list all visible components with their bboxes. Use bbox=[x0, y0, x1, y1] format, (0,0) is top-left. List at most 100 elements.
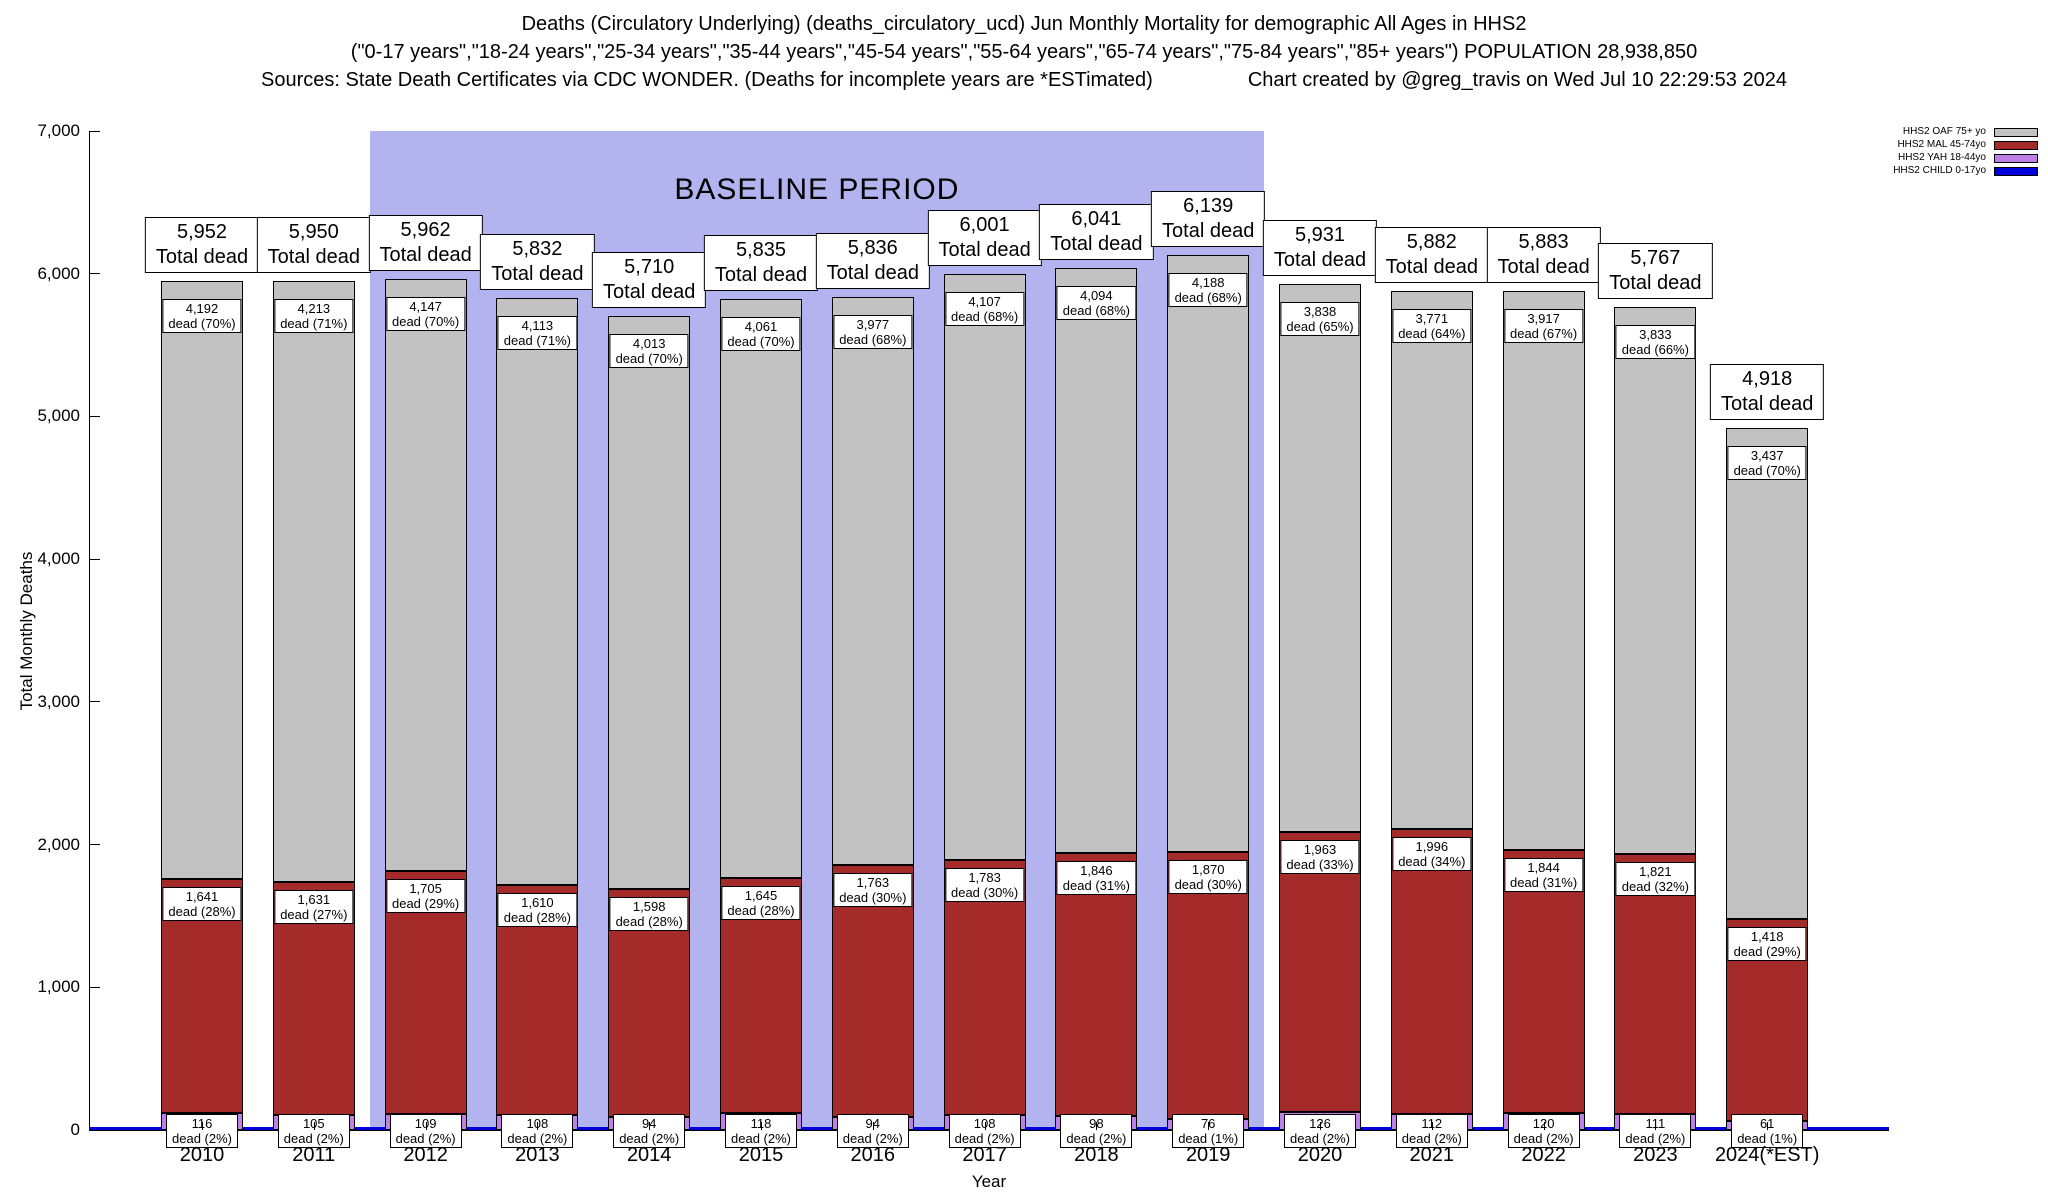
y-tick-mark bbox=[90, 844, 100, 846]
yah-segment-value: 94 bbox=[619, 1116, 679, 1131]
yah-segment-pct: dead (2%) bbox=[1290, 1131, 1350, 1146]
mal-segment-label: 1,844 dead (31%) bbox=[1503, 857, 1584, 892]
yah-segment-pct: dead (2%) bbox=[395, 1131, 456, 1146]
oaf-segment-value: 4,094 bbox=[1080, 288, 1113, 304]
x-axis-year-label: 2021 bbox=[1409, 1144, 1455, 1166]
mal-segment-value: 1,846 bbox=[1080, 862, 1113, 878]
x-axis-year-label: 2014 bbox=[626, 1144, 672, 1166]
bar-segment-oaf-75plus bbox=[1502, 290, 1585, 850]
total-dead-caption: Total dead bbox=[1721, 393, 1814, 416]
oaf-segment-label: 3,833 dead (66%) bbox=[1615, 325, 1695, 360]
yah-segment-label: 120dead (2%) bbox=[1507, 1114, 1580, 1148]
x-axis-year-label: 2011 bbox=[292, 1144, 336, 1166]
x-axis-year-label: 2015 bbox=[738, 1144, 784, 1166]
plot-area: BASELINE PERIOD 0 1,000 2,000 3,000 4,000 5,0… bbox=[37, 121, 1889, 1166]
oaf-segment-value: 4,013 bbox=[632, 335, 666, 351]
oaf-segment-pct: dead (68%) bbox=[950, 308, 1019, 324]
legend-item: HHS2 OAF 75+ yo bbox=[1893, 126, 2038, 138]
mal-segment-value: 1,763 bbox=[856, 874, 890, 890]
total-dead-caption: Total dead bbox=[603, 280, 696, 303]
mal-segment-pct: dead (28%) bbox=[503, 909, 571, 925]
mal-segment-pct: dead (30%) bbox=[839, 889, 907, 905]
total-dead-value: 5,883 bbox=[1518, 230, 1569, 253]
mal-segment-label: 1,645 dead (28%) bbox=[721, 886, 801, 921]
total-dead-label: 6,041 Total dead bbox=[1039, 204, 1154, 261]
yah-segment-value: 94 bbox=[843, 1116, 903, 1131]
y-tick-label: 1,000 bbox=[37, 977, 80, 997]
oaf-segment-pct: dead (71%) bbox=[503, 332, 571, 348]
yah-segment-pct: dead (2%) bbox=[619, 1131, 680, 1146]
x-axis-year-label: 2013 bbox=[515, 1144, 560, 1166]
oaf-segment-label: 4,013 dead (70%) bbox=[609, 333, 689, 368]
mal-segment-value: 1,641 bbox=[185, 889, 219, 905]
total-dead-value: 5,950 bbox=[288, 220, 339, 243]
oaf-segment-value: 4,107 bbox=[968, 293, 1001, 309]
oaf-segment-label: 4,192 dead (70%) bbox=[162, 298, 242, 333]
total-dead-value: 5,710 bbox=[624, 255, 675, 278]
mal-segment-pct: dead (29%) bbox=[391, 896, 460, 912]
y-tick-mark bbox=[90, 130, 100, 132]
x-tick-mark bbox=[537, 1122, 539, 1130]
oaf-segment-value: 3,833 bbox=[1639, 327, 1672, 343]
mal-segment-label: 1,783 dead (30%) bbox=[944, 868, 1025, 903]
x-axis-year-label: 2016 bbox=[850, 1144, 896, 1166]
oaf-segment-pct: dead (71%) bbox=[280, 315, 348, 331]
legend-label: HHS2 YAH 18-44yo bbox=[1897, 152, 1986, 163]
x-axis-year-label: 2023 bbox=[1633, 1144, 1678, 1166]
chart-credit-note: Chart created by @greg_travis on Wed Jul… bbox=[1247, 69, 1787, 91]
legend: HHS2 OAF 75+ yo HHS2 MAL 45-74yo HHS2 YAH … bbox=[1893, 126, 2038, 177]
x-axis-year-label: 2010 bbox=[179, 1144, 225, 1166]
yah-legend-swatch bbox=[1994, 153, 2038, 163]
mal-segment-value: 1,783 bbox=[968, 870, 1001, 886]
mal-segment-pct: dead (31%) bbox=[1509, 874, 1578, 890]
x-axis-year-label: 2020 bbox=[1297, 1144, 1343, 1166]
total-dead-label: 5,767 Total dead bbox=[1598, 243, 1713, 300]
chart-title-line2: ("0-17 years","18-24 years","25-34 years… bbox=[350, 41, 1698, 63]
oaf-segment-value: 4,061 bbox=[744, 318, 778, 334]
mal-segment-label: 1,610 dead (28%) bbox=[497, 892, 577, 927]
y-tick-mark bbox=[90, 701, 100, 703]
y-axis-title: Total Monthly Deaths bbox=[17, 551, 36, 711]
total-dead-value: 5,882 bbox=[1406, 230, 1457, 253]
yah-segment-pct: dead (1%) bbox=[1737, 1131, 1798, 1146]
x-axis-title: Year bbox=[971, 1172, 1007, 1191]
x-tick-mark bbox=[1543, 1122, 1545, 1130]
x-tick-mark bbox=[202, 1122, 203, 1130]
x-tick-mark bbox=[425, 1122, 427, 1130]
yah-segment-pct: dead (2%) bbox=[1513, 1131, 1574, 1146]
bar-segment-oaf-75plus bbox=[943, 273, 1026, 861]
yah-segment-pct: dead (1%) bbox=[1178, 1131, 1239, 1146]
mal-segment-label: 1,870 dead (30%) bbox=[1168, 860, 1248, 895]
mal-legend-swatch bbox=[1994, 140, 2038, 150]
bar-segment-oaf-75plus bbox=[1726, 428, 1809, 919]
legend-label: HHS2 CHILD 0-17yo bbox=[1893, 165, 1986, 176]
bar-segment-mal-45-74 bbox=[1167, 852, 1250, 1120]
oaf-segment-label: 4,094 dead (68%) bbox=[1056, 286, 1136, 321]
oaf-segment-label: 4,107 dead (68%) bbox=[944, 291, 1025, 326]
bar-segment-oaf-75plus bbox=[384, 279, 467, 872]
bar-segment-oaf-75plus bbox=[720, 298, 802, 879]
bar-segment-mal-45-74 bbox=[1055, 852, 1138, 1116]
oaf-segment-pct: dead (68%) bbox=[839, 332, 907, 348]
yah-segment-pct: dead (2%) bbox=[1625, 1131, 1686, 1146]
oaf-segment-pct: dead (67%) bbox=[1509, 325, 1578, 341]
legend-item: HHS2 YAH 18-44yo bbox=[1893, 152, 2038, 164]
total-dead-value: 6,041 bbox=[1071, 208, 1122, 231]
mal-segment-label: 1,763 dead (30%) bbox=[833, 872, 913, 907]
oaf-segment-value: 3,838 bbox=[1303, 304, 1337, 320]
total-dead-label: 5,832 Total dead bbox=[480, 233, 595, 290]
yah-segment-value: 98 bbox=[1066, 1116, 1126, 1131]
total-dead-label: 4,918 Total dead bbox=[1710, 364, 1825, 421]
chart-sources-note: Sources: State Death Certificates via CD… bbox=[261, 69, 1153, 91]
x-tick-mark bbox=[1655, 1122, 1657, 1130]
legend-label: HHS2 OAF 75+ yo bbox=[1902, 126, 1986, 137]
mal-segment-value: 1,844 bbox=[1527, 859, 1560, 875]
total-dead-caption: Total dead bbox=[1162, 219, 1255, 242]
x-tick-mark bbox=[984, 1122, 986, 1130]
total-dead-value: 5,952 bbox=[176, 220, 228, 243]
bar-segment-oaf-75plus bbox=[1055, 268, 1138, 853]
mal-segment-pct: dead (34%) bbox=[1398, 854, 1466, 870]
total-dead-caption: Total dead bbox=[267, 245, 360, 268]
mal-segment-pct: dead (28%) bbox=[615, 913, 683, 929]
